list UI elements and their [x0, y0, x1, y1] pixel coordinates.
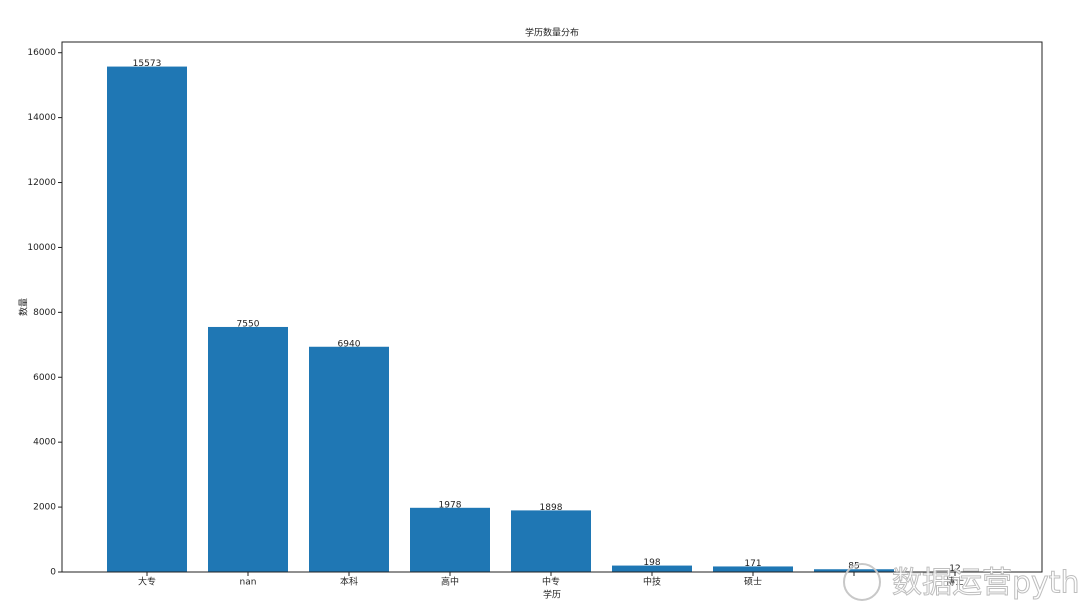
x-tick-label: 中技 — [643, 576, 661, 588]
bar — [208, 326, 288, 572]
y-tick-label: 2000 — [33, 503, 56, 513]
value-label: 198 — [643, 558, 660, 568]
value-label: 6940 — [338, 339, 361, 349]
x-axis-label: 学历 — [543, 589, 561, 601]
y-tick-label: 4000 — [33, 438, 56, 448]
bar — [309, 346, 389, 572]
x-tick-label: 硕士 — [744, 576, 762, 588]
x-tick-label: 大专 — [138, 576, 156, 588]
x-tick-label: 高中 — [441, 576, 459, 588]
value-label: 1978 — [439, 500, 462, 510]
plot-frame — [61, 41, 1043, 573]
chart-title: 学历数量分布 — [525, 27, 579, 39]
y-tick-label: 10000 — [27, 243, 56, 253]
bar — [107, 66, 187, 572]
watermark-icon — [843, 563, 881, 601]
y-axis-label: 数量 — [18, 298, 30, 316]
x-tick-label: 中专 — [542, 576, 560, 588]
y-tick-label: 16000 — [27, 48, 56, 58]
y-tick-label: 6000 — [33, 373, 56, 383]
value-label: 12 — [949, 564, 960, 574]
value-label: 1898 — [540, 503, 563, 513]
x-tick-label: 博士 — [946, 576, 964, 588]
y-tick-label: 8000 — [33, 308, 56, 318]
y-tick-label: 14000 — [27, 113, 56, 123]
bar — [511, 510, 591, 572]
x-tick-label: nan — [240, 578, 257, 588]
value-label: 171 — [744, 559, 761, 569]
y-tick-label: 0 — [50, 568, 56, 578]
bar — [814, 569, 894, 572]
bar — [713, 566, 793, 572]
x-tick-label: 本科 — [340, 576, 358, 588]
bar — [410, 507, 490, 572]
bar — [612, 565, 692, 572]
watermark: 数据运营pyth — [892, 566, 1080, 601]
value-label: 7550 — [237, 319, 260, 329]
y-tick-label: 12000 — [27, 178, 56, 188]
value-label: 15573 — [133, 59, 162, 69]
